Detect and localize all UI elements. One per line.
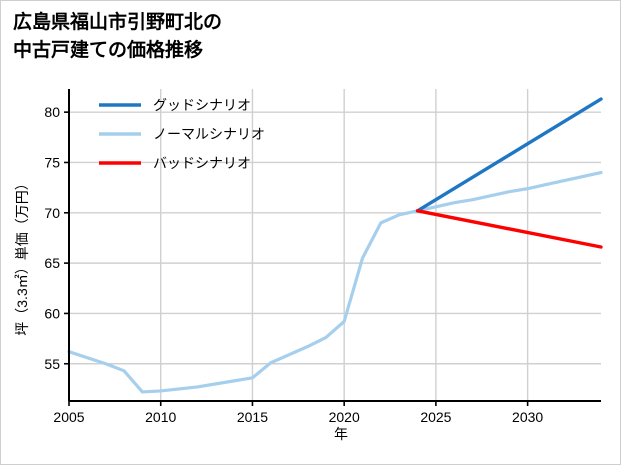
legend-item[interactable]: ノーマルシナリオ	[99, 126, 265, 142]
x-tick-label: 2010	[145, 409, 176, 425]
y-axis-tick-labels: 55 60 65 70 75 80	[44, 104, 60, 372]
x-axis-tick-labels: 2005 2010 2015 2020 2025 2030	[53, 409, 543, 425]
y-axis-title: 坪（3.3㎡）単価（万円）	[14, 176, 30, 335]
data-series-group	[67, 97, 603, 394]
x-tick-label: 2030	[512, 409, 543, 425]
y-tick-label: 55	[44, 356, 60, 372]
x-tick-label: 2025	[420, 409, 451, 425]
page-title: 広島県福山市引野町北の 中古戸建ての価格推移	[13, 12, 223, 61]
series-line-good	[415, 97, 603, 213]
series-line-bad	[415, 209, 603, 249]
series-line-normal	[67, 170, 603, 394]
legend-label: グッドシナリオ	[153, 97, 251, 113]
y-tick-label: 65	[44, 255, 60, 271]
legend-item[interactable]: グッドシナリオ	[99, 97, 251, 113]
x-tick-label: 2005	[53, 409, 84, 425]
legend-label: ノーマルシナリオ	[153, 126, 265, 142]
grid-lines	[68, 89, 601, 401]
x-axis-title: 年	[334, 426, 348, 442]
x-axis-tick-marks	[68, 401, 529, 406]
y-tick-label: 70	[44, 205, 60, 221]
axis-spines	[68, 89, 601, 402]
x-tick-label: 2015	[237, 409, 268, 425]
y-tick-label: 75	[44, 154, 60, 170]
y-tick-label: 60	[44, 305, 60, 321]
y-axis-tick-marks	[64, 111, 69, 365]
legend-label: バッドシナリオ	[153, 155, 251, 171]
y-tick-label: 80	[44, 104, 60, 120]
legend-item[interactable]: バッドシナリオ	[99, 155, 251, 171]
x-tick-label: 2020	[329, 409, 360, 425]
